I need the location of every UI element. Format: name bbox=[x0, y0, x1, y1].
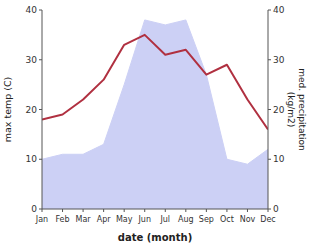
x-tick-label: May bbox=[116, 215, 133, 224]
y2-tick bbox=[268, 109, 271, 110]
y2-tick-label: 40 bbox=[273, 5, 285, 15]
x-tick-label: Aug bbox=[178, 215, 194, 224]
x-tick-label: Jan bbox=[35, 215, 48, 224]
x-tick-label: Dec bbox=[260, 215, 275, 224]
y-tick bbox=[39, 59, 42, 60]
y-tick-label: 30 bbox=[26, 55, 38, 65]
x-tick-label: Jun bbox=[137, 215, 151, 224]
y2-tick bbox=[268, 10, 271, 11]
y2-tick bbox=[268, 59, 271, 60]
x-tick-label: Mar bbox=[76, 215, 92, 224]
x-tick bbox=[165, 209, 166, 212]
x-tick bbox=[83, 209, 84, 212]
y2-tick-label: 0 bbox=[273, 204, 279, 214]
x-tick-label: Oct bbox=[220, 215, 234, 224]
area bbox=[42, 20, 268, 209]
line bbox=[42, 35, 268, 130]
chart: 0 10 20 30 40 0 10 20 30 40 Jan Feb Mar Apr May Jun Jul A… bbox=[0, 0, 318, 247]
y2-axis-label: med. precipitation(kg/m2) bbox=[286, 68, 307, 150]
x-axis-label: date (month) bbox=[118, 232, 192, 243]
x-tick-label: Jul bbox=[159, 215, 170, 224]
y-tick-label: 40 bbox=[26, 5, 38, 15]
x-tick-label: Sep bbox=[199, 215, 214, 224]
x-tick bbox=[226, 209, 227, 212]
x-tick bbox=[124, 209, 125, 212]
x-tick-label: Nov bbox=[240, 215, 256, 224]
y-tick bbox=[39, 109, 42, 110]
plot-area bbox=[42, 20, 268, 209]
x-tick bbox=[42, 209, 43, 212]
y2-tick-label: 10 bbox=[273, 154, 285, 164]
x-tick bbox=[62, 209, 63, 212]
y2-tick-label: 30 bbox=[273, 55, 285, 65]
y2-tick bbox=[268, 159, 271, 160]
x-tick-label: Apr bbox=[97, 215, 112, 224]
y2-axis-label-line: med. precipitation bbox=[297, 68, 307, 150]
x-tick bbox=[185, 209, 186, 212]
x-axis bbox=[42, 209, 268, 210]
x-tick bbox=[268, 209, 269, 212]
y-tick-label: 0 bbox=[31, 204, 37, 214]
x-tick bbox=[206, 209, 207, 212]
chart-container: 0 10 20 30 40 0 10 20 30 40 Jan Feb Mar Apr May Jun Jul A… bbox=[0, 0, 318, 247]
y-tick-label: 10 bbox=[26, 154, 38, 164]
x-tick bbox=[103, 209, 104, 212]
y2-tick-label: 20 bbox=[273, 105, 285, 115]
y-axis-label: max temp (C) bbox=[2, 77, 13, 143]
x-tick bbox=[247, 209, 248, 212]
x-tick-label: Feb bbox=[55, 215, 69, 224]
y-tick-label: 20 bbox=[26, 105, 38, 115]
y2-axis-label-line: (kg/m2) bbox=[286, 92, 296, 127]
y-tick bbox=[39, 10, 42, 11]
y-tick bbox=[39, 159, 42, 160]
x-tick bbox=[144, 209, 145, 212]
